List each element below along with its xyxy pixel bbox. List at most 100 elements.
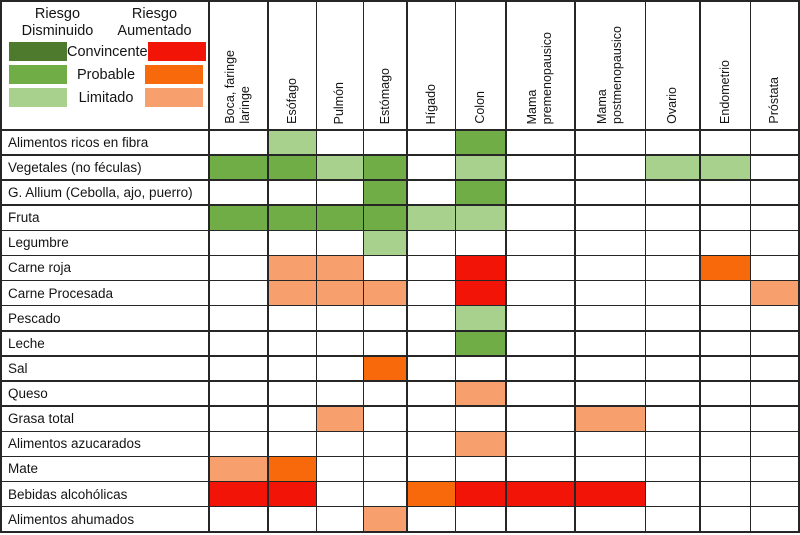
risk-cell-empty [317, 507, 363, 531]
row-label: Grasa total [2, 406, 208, 431]
column-header-label: Boca, faringe laringe [223, 50, 253, 124]
risk-cell-pd [456, 130, 506, 155]
legend-row-limitado: Limitado [9, 88, 203, 108]
legend-titles: Riesgo Disminuido Riesgo Aumentado [9, 6, 203, 39]
row-label: Alimentos ahumados [2, 507, 208, 531]
risk-cell-empty [575, 180, 645, 205]
risk-cell-empty [407, 281, 455, 305]
risk-cell-empty [646, 406, 700, 431]
row-label: Alimentos ricos en fibra [2, 130, 208, 155]
risk-cell-cu [456, 482, 506, 506]
risk-cell-empty [407, 507, 455, 531]
risk-cell-empty [209, 306, 268, 330]
risk-cell-empty [317, 130, 363, 155]
risk-cell-empty [209, 256, 268, 280]
risk-cell-pd [364, 155, 407, 180]
legend-label-probable: Probable [76, 66, 136, 83]
risk-cell-empty [700, 457, 750, 481]
risk-cell-empty [407, 356, 455, 381]
column-header-label: Próstata [767, 77, 782, 124]
risk-cell-empty [506, 331, 575, 356]
legend-title-increased-text: Riesgo Aumentado [117, 6, 192, 39]
risk-cell-empty [209, 231, 268, 255]
risk-cell-empty [317, 482, 363, 506]
risk-cell-ld [268, 130, 316, 155]
legend-swatch-probable-increased [145, 65, 203, 85]
risk-cell-empty [268, 231, 316, 255]
legend-swatch-probable-decreased [9, 65, 67, 85]
risk-cell-empty [268, 406, 316, 431]
column-header-label: Estómago [377, 67, 392, 124]
risk-cell-empty [751, 331, 798, 356]
risk-cell-empty [646, 331, 700, 356]
legend-label-limitado: Limitado [78, 89, 134, 106]
risk-cell-empty [646, 205, 700, 230]
row-label: Sal [2, 356, 208, 381]
risk-cell-empty [407, 130, 455, 155]
risk-cell-empty [575, 281, 645, 305]
risk-cell-empty [407, 457, 455, 481]
risk-cell-empty [700, 406, 750, 431]
risk-cell-empty [646, 381, 700, 406]
legend-swatch-limitado-increased [145, 88, 203, 108]
risk-cell-empty [364, 331, 407, 356]
risk-cell-empty [575, 231, 645, 255]
legend-title-increased: Riesgo Aumentado [106, 6, 203, 39]
row-label: Alimentos azucarados [2, 432, 208, 456]
risk-cell-empty [268, 306, 316, 330]
column-header: Hígado [407, 2, 455, 129]
risk-cell-empty [407, 155, 455, 180]
risk-cell-empty [646, 281, 700, 305]
column-header-label: Ovario [665, 87, 680, 124]
column-header: Esófago [268, 2, 316, 129]
risk-cell-lu [751, 281, 798, 305]
risk-cell-empty [646, 356, 700, 381]
risk-cell-pd [268, 155, 316, 180]
risk-cell-empty [646, 256, 700, 280]
risk-cell-empty [407, 231, 455, 255]
risk-cell-empty [209, 331, 268, 356]
risk-cell-empty [751, 256, 798, 280]
risk-cell-empty [700, 482, 750, 506]
risk-cell-empty [700, 180, 750, 205]
risk-cell-empty [506, 231, 575, 255]
risk-cell-ld [456, 306, 506, 330]
risk-cell-empty [506, 356, 575, 381]
risk-cell-empty [646, 432, 700, 456]
column-header: Próstata [751, 2, 798, 129]
risk-cell-empty [575, 432, 645, 456]
risk-cell-empty [268, 507, 316, 531]
legend-row-convincente: Convincente [9, 42, 206, 62]
risk-cell-empty [209, 130, 268, 155]
risk-cell-lu [456, 432, 506, 456]
risk-cell-pd [364, 205, 407, 230]
risk-cell-empty [456, 457, 506, 481]
row-label: Bebidas alcohólicas [2, 482, 208, 506]
risk-cell-empty [575, 306, 645, 330]
column-header-label: Mama premenopausico [525, 31, 555, 124]
risk-cell-empty [407, 406, 455, 431]
risk-cell-empty [751, 231, 798, 255]
risk-cell-empty [456, 406, 506, 431]
risk-cell-empty [646, 130, 700, 155]
risk-cell-empty [268, 331, 316, 356]
risk-cell-lu [268, 256, 316, 280]
risk-cell-pd [209, 205, 268, 230]
legend-label-convincente: Convincente [67, 43, 148, 60]
column-header: Ovario [646, 2, 700, 129]
risk-cell-empty [317, 331, 363, 356]
risk-cell-cu [456, 256, 506, 280]
row-label: Carne Procesada [2, 281, 208, 305]
risk-cell-empty [407, 256, 455, 280]
risk-cell-lu [456, 381, 506, 406]
risk-cell-empty [209, 381, 268, 406]
risk-cell-empty [700, 231, 750, 255]
risk-cell-empty [575, 205, 645, 230]
risk-cell-empty [364, 457, 407, 481]
risk-cell-empty [700, 432, 750, 456]
risk-cell-empty [646, 507, 700, 531]
risk-cell-empty [751, 356, 798, 381]
risk-cell-empty [575, 356, 645, 381]
row-label: Mate [2, 457, 208, 481]
risk-cell-ld [317, 155, 363, 180]
